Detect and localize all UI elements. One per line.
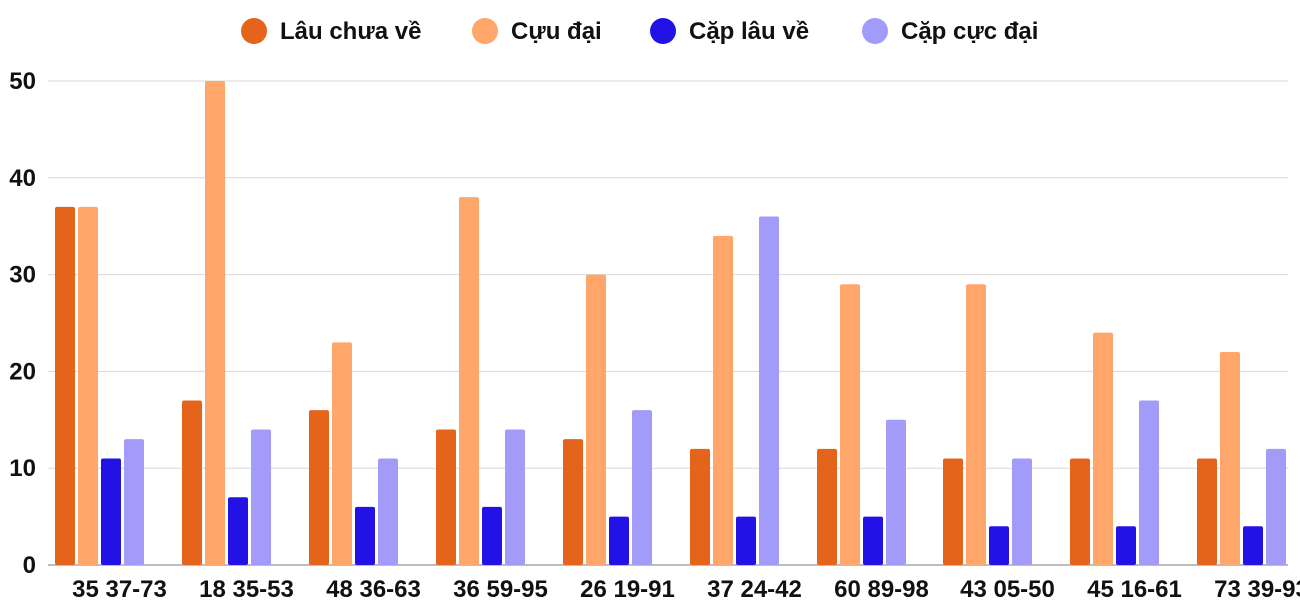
y-tick-label: 40 (9, 165, 36, 192)
bar-4-4 (505, 429, 525, 565)
x-tick-label: 26 19-91 (580, 576, 675, 600)
bar-3-7 (863, 516, 883, 565)
y-tick-label: 10 (9, 455, 36, 482)
x-tick-label: 36 59-95 (453, 576, 548, 600)
legend-label-1: Lâu chưa về (280, 18, 421, 45)
legend-label-4: Cặp cực đại (901, 18, 1038, 45)
bars (55, 81, 1286, 565)
bar-2-8 (966, 284, 986, 565)
bar-3-4 (482, 506, 502, 565)
y-tick-label: 20 (9, 358, 36, 385)
bar-4-6 (759, 216, 779, 565)
bar-4-1 (124, 439, 144, 565)
bar-3-6 (736, 516, 756, 565)
y-tick-label: 0 (23, 552, 36, 579)
bar-1-6 (690, 448, 710, 565)
legend-marker-3 (650, 18, 676, 44)
x-tick-label: 37 24-42 (707, 576, 802, 600)
bar-2-6 (713, 235, 733, 565)
bar-2-1 (78, 206, 98, 565)
bar-4-10 (1266, 448, 1286, 565)
y-tick-label: 50 (9, 68, 36, 95)
bar-4-7 (886, 419, 906, 565)
bar-1-5 (563, 439, 583, 565)
legend-label-3: Cặp lâu về (689, 18, 809, 45)
bar-2-5 (586, 274, 606, 565)
bar-2-3 (332, 342, 352, 565)
y-tick-label: 30 (9, 262, 36, 289)
bar-4-8 (1012, 458, 1032, 565)
bar-1-3 (309, 410, 329, 565)
legend: Lâu chưa về Cựu đại Cặp lâu về Cặp cực đại (241, 18, 1038, 45)
x-tick-label: 73 39-93 (1214, 576, 1300, 600)
bar-4-9 (1139, 400, 1159, 565)
x-tick-label: 43 05-50 (960, 576, 1055, 600)
x-tick-label: 60 89-98 (834, 576, 929, 600)
bar-3-5 (609, 516, 629, 565)
bar-2-7 (840, 284, 860, 565)
bar-1-4 (436, 429, 456, 565)
bar-2-9 (1093, 332, 1113, 565)
bar-1-8 (943, 458, 963, 565)
x-tick-label: 48 36-63 (326, 576, 421, 600)
bar-1-2 (182, 400, 202, 565)
bar-3-3 (355, 506, 375, 565)
bar-4-5 (632, 410, 652, 565)
bar-3-9 (1116, 526, 1136, 565)
x-tick-label: 35 37-73 (72, 576, 167, 600)
bar-3-2 (228, 497, 248, 565)
bar-1-1 (55, 206, 75, 565)
x-tick-label: 18 35-53 (199, 576, 294, 600)
bar-4-3 (378, 458, 398, 565)
bar-2-4 (459, 197, 479, 565)
legend-label-2: Cựu đại (511, 18, 602, 45)
bar-2-10 (1220, 352, 1240, 565)
legend-marker-1 (241, 18, 267, 44)
axis-labels: 0 10 20 30 40 50 35 37-73 18 35-53 48 36-63 36 59… (9, 68, 1300, 600)
bar-3-10 (1243, 526, 1263, 565)
bar-2-2 (205, 81, 225, 565)
x-tick-label: 45 16-61 (1087, 576, 1182, 600)
bar-3-8 (989, 526, 1009, 565)
bar-1-10 (1197, 458, 1217, 565)
bar-4-2 (251, 429, 271, 565)
bar-1-7 (817, 448, 837, 565)
bar-3-1 (101, 458, 121, 565)
legend-marker-2 (472, 18, 498, 44)
bar-1-9 (1070, 458, 1090, 565)
legend-marker-4 (862, 18, 888, 44)
